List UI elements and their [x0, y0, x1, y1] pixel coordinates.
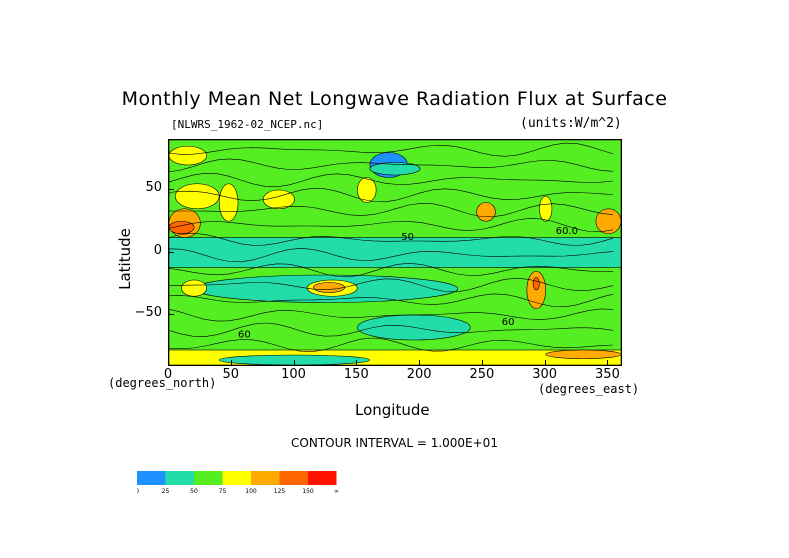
x-tick-label: 200 — [406, 367, 432, 382]
contour-line — [169, 293, 614, 308]
x-tick-label: 0 — [163, 367, 173, 382]
heatmap-region — [545, 349, 621, 360]
colorbar-swatch — [194, 471, 223, 485]
x-tick-label: 150 — [343, 367, 369, 382]
contour-label: 60 — [502, 317, 515, 328]
heatmap-region — [313, 282, 346, 293]
contour-label: 50 — [401, 232, 414, 243]
x-tick-mark — [481, 360, 483, 365]
y-axis-label: Latitude — [116, 228, 134, 290]
contour-line — [169, 232, 614, 246]
contour-line — [169, 277, 614, 293]
x-tick-mark — [293, 360, 295, 365]
colorbar-label: 50 — [190, 488, 198, 495]
heatmap-region — [218, 354, 371, 365]
heatmap-region — [539, 195, 553, 222]
colorbar: 0 25 50 75 100 125 150 ∞ — [137, 471, 339, 495]
colorbar-label: 25 — [162, 488, 170, 495]
contour-line — [169, 322, 614, 337]
contour-line — [169, 202, 614, 218]
contour-line — [169, 247, 614, 263]
heatmap-svg: 50 60.0 60 60 — [169, 140, 621, 365]
heatmap-region — [218, 183, 239, 222]
heatmap-region — [532, 277, 540, 291]
contour-line — [169, 308, 614, 322]
contour-line — [169, 172, 614, 188]
y-tick-mark — [169, 314, 174, 315]
contour-line — [169, 337, 614, 352]
heatmap-region — [174, 183, 220, 210]
colorbar-swatch — [308, 471, 337, 485]
y-axis-unit: (degrees_north) — [108, 376, 217, 390]
contour-label: 60 — [238, 330, 251, 341]
x-axis-label: Longitude — [355, 401, 430, 419]
contour-label: 60.0 — [556, 226, 578, 237]
y-tick-mark — [169, 251, 174, 253]
contour-line — [169, 142, 614, 157]
heatmap-region — [357, 177, 377, 203]
x-tick-mark — [607, 360, 609, 365]
x-tick-label: 350 — [595, 367, 620, 382]
contour-line — [169, 262, 614, 278]
contour-interval: CONTOUR INTERVAL = 1.000E+01 — [291, 436, 498, 450]
colorbar-label: 125 — [274, 488, 286, 495]
heatmap-region — [262, 189, 295, 210]
units-label: (units:W/m^2) — [520, 116, 622, 131]
y-tick-label: 0 — [153, 242, 162, 258]
colorbar-label: 150 — [302, 488, 314, 495]
heatmap-region — [595, 208, 621, 235]
heatmap-region — [169, 145, 207, 166]
x-tick-mark — [168, 360, 169, 365]
contour-line — [169, 218, 614, 233]
colorbar-swatch — [222, 471, 251, 485]
colorbar-swatch — [137, 471, 166, 485]
y-tick-label: 50 — [145, 180, 162, 195]
x-tick-label: 250 — [469, 367, 495, 382]
chart-title: Monthly Mean Net Longwave Radiation Flux… — [121, 88, 668, 110]
x-tick-mark — [419, 360, 421, 365]
x-tick-label: 50 — [222, 367, 240, 382]
x-tick-mark — [544, 360, 546, 365]
colorbar-swatch — [251, 471, 280, 485]
heatmap-region — [169, 237, 621, 268]
x-axis-unit: (degrees_east) — [538, 382, 640, 396]
colorbar-label: ∞ — [334, 488, 339, 495]
colorbar-label: 100 — [245, 488, 257, 495]
colorbar-swatch — [279, 471, 308, 485]
y-tick-label: −50 — [134, 305, 162, 320]
plot-area: 50 60.0 60 60 — [168, 139, 622, 366]
x-tick-mark — [356, 360, 358, 365]
y-tick-mark — [169, 189, 174, 190]
x-tick-mark — [230, 360, 232, 365]
heatmap-region — [369, 162, 421, 176]
contour-line — [169, 158, 614, 173]
x-tick-label: 300 — [532, 367, 558, 382]
x-tick-label: 100 — [281, 367, 306, 382]
colorbar-label: 75 — [219, 488, 227, 495]
colorbar-swatch — [165, 471, 194, 485]
colorbar-label: 0 — [137, 488, 139, 495]
dataset-filename: [NLWRS_1962-02_NCEP.nc] — [171, 118, 324, 131]
heatmap-region — [181, 279, 207, 297]
heatmap-region — [476, 202, 496, 222]
contour-line — [169, 187, 614, 203]
